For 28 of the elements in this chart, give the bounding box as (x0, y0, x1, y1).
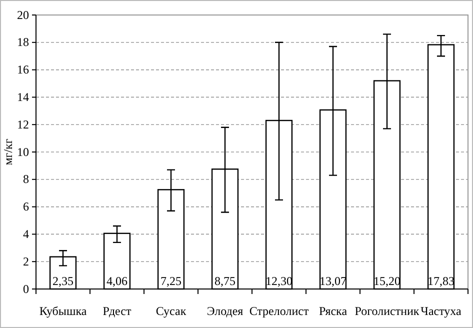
data-label: 17,83 (428, 274, 454, 288)
y-tick-label: 20 (17, 8, 29, 22)
y-tick-label: 16 (17, 62, 29, 77)
y-tick-label: 4 (23, 227, 29, 242)
data-label: 8,75 (214, 274, 236, 288)
y-tick-label: 6 (23, 200, 29, 214)
x-tick-label: Сусак (156, 304, 186, 318)
x-tick-label: Рдест (102, 304, 132, 318)
x-tick-label: Элодея (206, 304, 244, 318)
x-tick-label: Стрелолист (249, 304, 310, 318)
x-tick-label: Роголистник (354, 304, 420, 318)
y-tick-label: 2 (23, 254, 29, 268)
y-tick-label: 0 (23, 282, 29, 296)
x-tick-label: Ряска (318, 304, 348, 318)
y-tick-label: 14 (17, 90, 29, 104)
x-tick-label: Частуха (420, 304, 462, 318)
data-label: 15,20 (374, 274, 400, 288)
x-tick-label: Кубышка (39, 304, 88, 318)
data-label: 13,07 (320, 274, 346, 288)
y-tick-label: 18 (17, 35, 29, 50)
data-label: 7,25 (160, 274, 182, 288)
y-tick-label: 10 (17, 144, 29, 159)
y-tick-label: 12 (17, 117, 29, 132)
data-label: 12,30 (266, 274, 292, 288)
y-tick-label: 8 (23, 172, 29, 186)
y-axis-title: мг/кг (1, 138, 15, 166)
data-label: 4,06 (106, 274, 128, 288)
data-label: 2,35 (52, 274, 74, 288)
